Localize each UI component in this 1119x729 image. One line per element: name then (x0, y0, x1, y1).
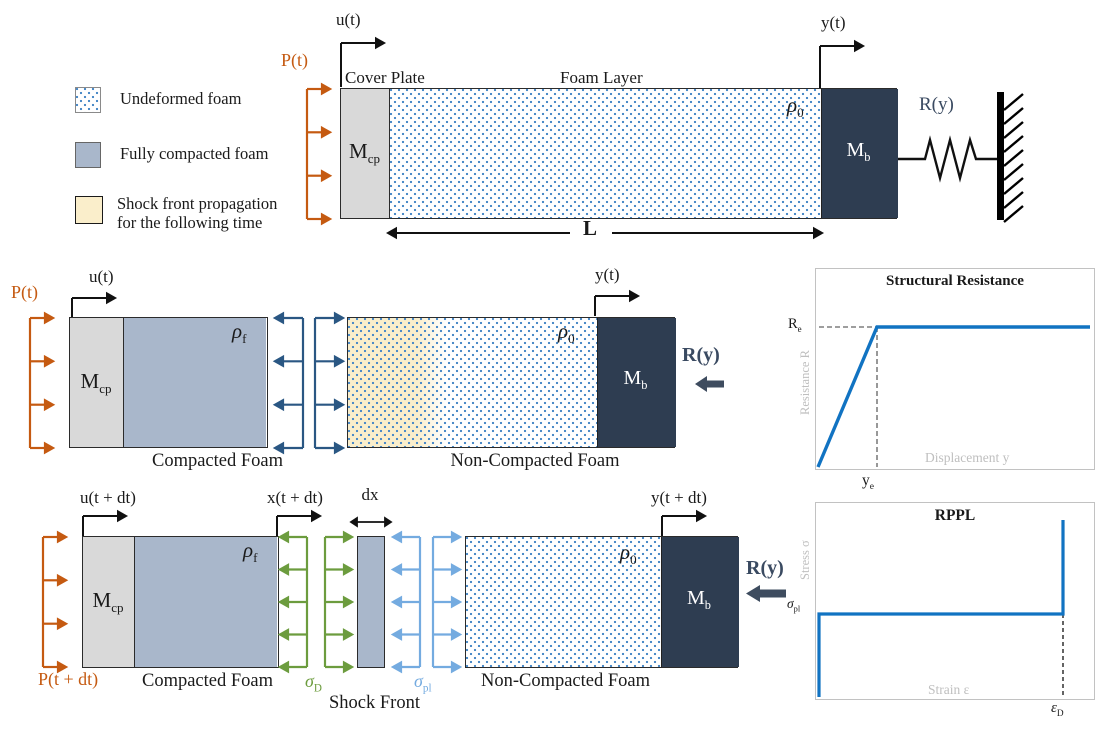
x-axis-label: Displacement y (925, 450, 1010, 465)
legend-swatch-compacted-foam (75, 142, 101, 168)
legend-label-shock-front-line1: Shock front propagation (117, 194, 278, 213)
pressure-arrows (305, 82, 333, 226)
plateau-stress-arrows-right (431, 530, 463, 674)
legend-label-shock-front-line2: for the following time (117, 213, 263, 232)
fully-compacted-region (124, 318, 266, 447)
densification-stress-label: σD (305, 671, 322, 695)
elastic-displacement-mark: ye (862, 472, 875, 493)
pressure-arrows (41, 530, 69, 674)
plateau-stress-mark: σpl (787, 596, 801, 614)
legend-swatch-shock-front (75, 196, 103, 224)
fixed-wall-icon (997, 92, 1024, 223)
y-displacement-label: y(t) (595, 265, 620, 284)
length-label: L (582, 216, 597, 240)
initial-density-label: ρ0 (787, 93, 804, 121)
cover-plate-mass-label: Mcp (349, 139, 380, 167)
shock-thickness-arrow (349, 516, 393, 528)
y-displacement-arrow (594, 289, 641, 316)
u-displacement-arrow (82, 509, 129, 536)
back-mass-label: Mb (846, 139, 871, 164)
pressure-arrows (28, 311, 56, 455)
cover-plate-label: Cover Plate (345, 68, 425, 87)
densification-stress-arrows-left (277, 530, 309, 674)
u-displacement-arrow (340, 36, 387, 87)
undeformed-foam-region (390, 89, 821, 218)
chart-title: Structural Resistance (886, 273, 1024, 289)
x-axis-label: Strain ε (928, 682, 970, 697)
back-mass-region (821, 89, 898, 218)
resistance-curve (816, 325, 1090, 468)
compacted-foam-caption: Compacted Foam (141, 671, 274, 691)
stress-strain-curve (817, 520, 1065, 697)
y-displacement-arrow (819, 39, 866, 88)
u-displacement-label: u(t) (336, 10, 361, 29)
back-mass-region (661, 537, 739, 667)
fully-compacted-region (135, 537, 277, 667)
chart-title: RPPL (934, 507, 976, 524)
u-displacement-label: u(t + dt) (80, 488, 136, 507)
legend-swatch-undeformed-foam (75, 87, 101, 113)
compacted-foam-caption: Compacted Foam (151, 451, 284, 471)
undeformed-foam-dots (348, 318, 597, 447)
shock-front-element (357, 536, 385, 668)
spring-icon (898, 135, 1000, 183)
resistance-function-label: R(y) (919, 94, 954, 115)
sandwich-structure-box (340, 88, 898, 219)
cover-plate-region (70, 318, 124, 447)
u-displacement-arrow (71, 291, 118, 317)
cover-plate-mass-label: Mcp (80, 369, 112, 397)
back-mass-label: Mb (623, 367, 648, 392)
compacted-density-label: ρf (232, 319, 247, 347)
initial-density-label: ρ0 (620, 540, 637, 568)
pressure-label: P(t + dt) (38, 669, 99, 689)
elastic-resistance-mark: Re (788, 316, 802, 334)
non-compacted-foam-caption: Non-Compacted Foam (480, 671, 651, 691)
plateau-stress-arrows-left (390, 530, 422, 674)
chart-frame: Structural Resistance Displacement y (815, 268, 1095, 470)
pressure-label: P(t) (281, 50, 308, 70)
back-mass-region (597, 318, 676, 447)
pressure-label: P(t) (11, 282, 38, 302)
resistance-force-arrow (746, 585, 786, 602)
resistance-force-label: R(y) (746, 557, 784, 579)
initial-density-label: ρ0 (558, 319, 575, 347)
non-compacted-foam-box (465, 536, 739, 668)
back-mass-label: Mb (687, 587, 711, 612)
y-axis-label: Stress σ (798, 540, 812, 581)
interface-stress-arrows-right (313, 311, 346, 455)
legend-label-compacted-foam: Fully compacted foam (120, 144, 269, 163)
compacted-foam-box (69, 317, 268, 448)
chart-frame: RPPL Strain ε (815, 502, 1095, 700)
non-compacted-foam-box (347, 317, 676, 448)
shock-position-label: x(t + dt) (267, 488, 323, 507)
shock-thickness-label: dx (361, 485, 379, 504)
cover-plate-region (341, 89, 390, 218)
interface-stress-arrows-left (272, 311, 305, 455)
densification-stress-arrows-right (323, 530, 355, 674)
cover-plate-mass-label: Mcp (92, 588, 124, 616)
length-dimension-arrows (386, 226, 825, 240)
plateau-stress-label: σpl (414, 671, 432, 695)
resistance-force-arrow (695, 376, 724, 392)
compacted-density-label: ρf (243, 538, 258, 566)
densification-strain-mark: εD (1051, 700, 1064, 719)
shock-position-arrow (276, 509, 323, 536)
foam-layer-label: Foam Layer (560, 68, 643, 87)
undeformed-foam-region (466, 537, 661, 667)
y-displacement-label: y(t) (821, 13, 846, 32)
non-compacted-foam-caption: Non-Compacted Foam (450, 451, 620, 471)
compacted-foam-box (82, 536, 279, 668)
legend-label-undeformed-foam: Undeformed foam (120, 89, 242, 108)
shock-front-caption: Shock Front (329, 693, 420, 713)
resistance-force-label: R(y) (682, 344, 720, 366)
y-displacement-label: y(t + dt) (651, 488, 707, 507)
cover-plate-region (83, 537, 135, 667)
y-displacement-arrow (661, 509, 708, 536)
u-displacement-label: u(t) (89, 267, 114, 286)
